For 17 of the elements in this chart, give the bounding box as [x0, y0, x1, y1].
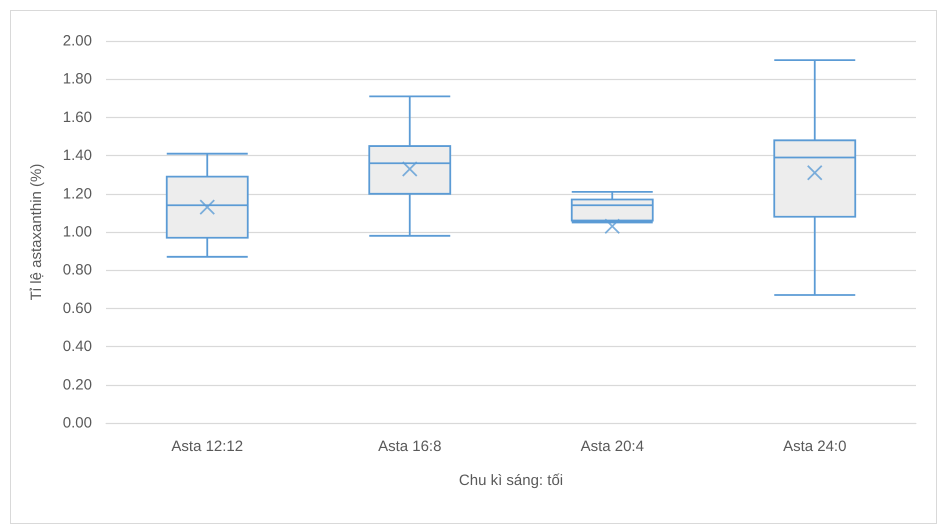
y-tick-label: 1.80 [62, 70, 92, 88]
y-tick-label: 0.80 [62, 262, 92, 279]
y-tick-label: 1.20 [62, 185, 92, 202]
x-tick-label: Asta 16:8 [378, 438, 442, 455]
x-tick-label: Asta 24:0 [783, 438, 846, 455]
x-axis-title: Chu kì sáng: tối [458, 472, 564, 489]
y-tick-label: 0.40 [62, 338, 92, 356]
y-tick-label: 0.60 [62, 300, 92, 317]
y-tick-label: 1.40 [62, 147, 92, 164]
y-tick-label: 0.20 [62, 376, 92, 394]
y-tick-label: 1.00 [62, 224, 92, 240]
x-tick-label: Asta 20:4 [580, 438, 644, 455]
x-tick-label: Asta 12:12 [171, 438, 244, 455]
y-tick-label: 2.00 [62, 32, 92, 50]
y-tick-label: 0.00 [62, 414, 92, 432]
y-axis-title: Tỉ lệ astaxanthin (%) [28, 164, 45, 300]
y-tick-label: 1.60 [62, 108, 92, 126]
